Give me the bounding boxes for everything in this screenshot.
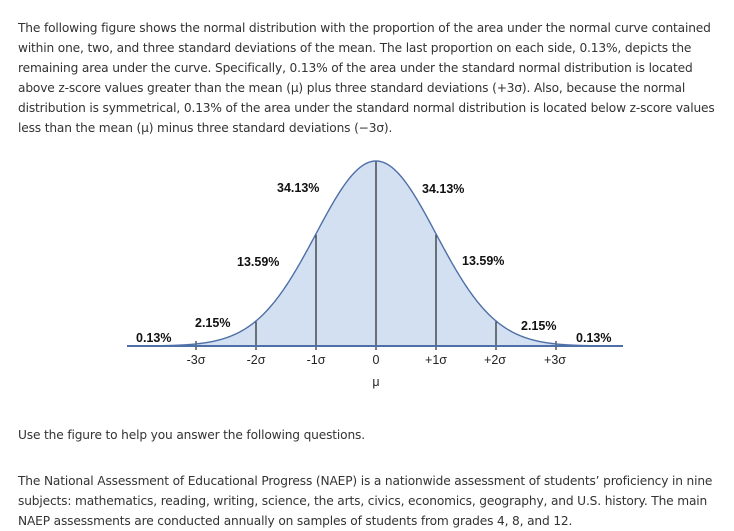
area-label-left-tail: 0.13% bbox=[136, 331, 171, 345]
area-label-right-1-2: 13.59% bbox=[462, 254, 504, 268]
tick-label-plus-1: +1σ bbox=[425, 353, 447, 367]
normal-curve bbox=[126, 160, 623, 347]
tick-labels: -3σ -2σ -1σ 0 +1σ +2σ +3σ μ bbox=[187, 353, 567, 389]
area-label-right-0-1: 34.13% bbox=[422, 182, 464, 196]
tick-label-plus-3: +3σ bbox=[544, 353, 566, 367]
area-labels: 0.13% 2.15% 13.59% 34.13% 34.13% 13.59% … bbox=[136, 181, 611, 345]
area-label-right-tail: 0.13% bbox=[576, 331, 611, 345]
curve-area-fill bbox=[127, 161, 623, 346]
intro-paragraph: The following figure shows the normal di… bbox=[18, 21, 715, 136]
tick-label-zero: 0 bbox=[373, 353, 380, 367]
area-label-right-2-3: 2.15% bbox=[521, 319, 556, 333]
tick-label-minus-3: -3σ bbox=[187, 353, 206, 367]
mean-symbol: μ bbox=[372, 375, 379, 389]
area-label-left-2-3: 2.15% bbox=[195, 316, 230, 330]
naep-paragraph: The National Assessment of Educational P… bbox=[18, 474, 713, 529]
tick-label-minus-2: -2σ bbox=[247, 353, 266, 367]
instruction-text: Use the figure to help you answer the fo… bbox=[18, 428, 365, 443]
tick-label-minus-1: -1σ bbox=[307, 353, 326, 367]
tick-label-plus-2: +2σ bbox=[484, 353, 506, 367]
area-label-left-0-1: 34.13% bbox=[277, 181, 319, 195]
area-label-left-1-2: 13.59% bbox=[237, 255, 279, 269]
